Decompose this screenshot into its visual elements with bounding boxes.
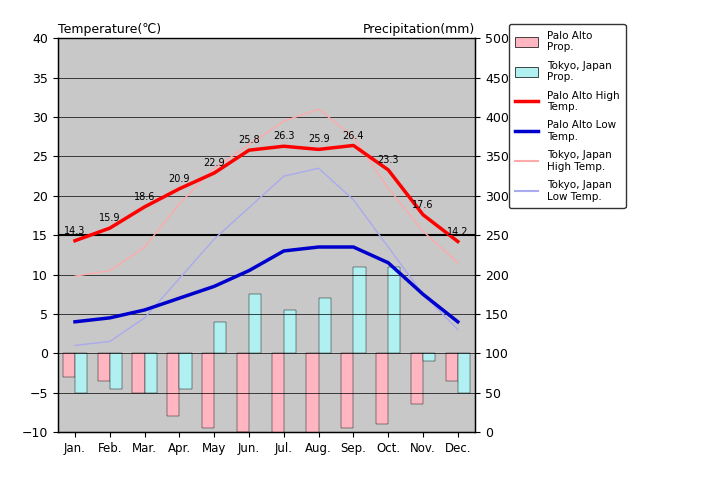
Bar	[284, 310, 296, 353]
Bar	[446, 353, 458, 381]
Text: 23.3: 23.3	[377, 155, 399, 165]
Bar	[109, 353, 122, 389]
Legend: Palo Alto
Prop., Tokyo, Japan
Prop., Palo Alto High
Temp., Palo Alto Low
Temp., : Palo Alto Prop., Tokyo, Japan Prop., Pal…	[509, 24, 626, 208]
Bar	[214, 322, 226, 353]
Bar	[75, 353, 87, 393]
Text: 17.6: 17.6	[413, 200, 433, 210]
Text: 25.9: 25.9	[307, 134, 330, 144]
Text: Precipitation(mm): Precipitation(mm)	[363, 23, 475, 36]
Bar	[145, 353, 157, 393]
Bar	[341, 353, 354, 428]
Text: 26.3: 26.3	[273, 132, 294, 141]
Text: 15.9: 15.9	[99, 213, 120, 223]
Bar	[388, 267, 400, 353]
Bar	[411, 353, 423, 405]
Text: 18.6: 18.6	[134, 192, 156, 202]
Bar	[376, 353, 388, 424]
Bar	[354, 267, 366, 353]
Bar	[458, 353, 470, 393]
Bar	[63, 353, 75, 377]
Text: 20.9: 20.9	[168, 174, 190, 184]
Text: Temperature(℃): Temperature(℃)	[58, 23, 161, 36]
Text: 22.9: 22.9	[203, 158, 225, 168]
Bar	[98, 353, 109, 381]
Bar	[249, 294, 261, 353]
Bar	[202, 353, 214, 428]
Bar	[237, 353, 249, 432]
Text: 14.2: 14.2	[447, 227, 469, 237]
Bar	[132, 353, 145, 393]
Bar	[307, 353, 318, 436]
Bar	[318, 298, 330, 353]
Bar	[179, 353, 192, 389]
Bar	[271, 353, 284, 436]
Bar	[167, 353, 179, 416]
Bar	[423, 353, 435, 361]
Text: 14.3: 14.3	[64, 226, 86, 236]
Text: 26.4: 26.4	[343, 131, 364, 141]
Text: 25.8: 25.8	[238, 135, 260, 145]
